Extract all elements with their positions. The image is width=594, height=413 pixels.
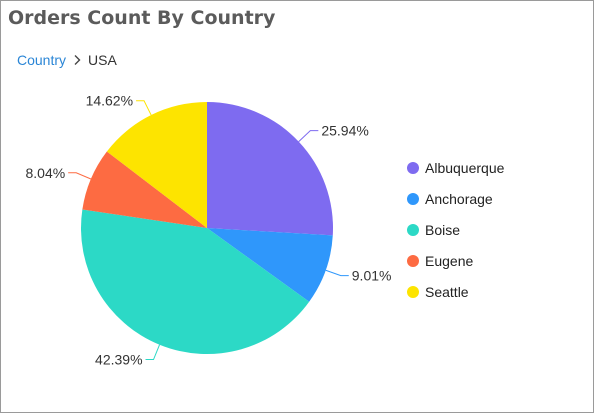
legend-item-seattle[interactable]: Seattle xyxy=(407,276,504,307)
legend-item-albuquerque[interactable]: Albuquerque xyxy=(407,152,504,183)
legend-marker-icon xyxy=(407,223,419,236)
data-label-connector-albuquerque xyxy=(298,130,319,142)
breadcrumb-root-link[interactable]: Country xyxy=(17,52,67,68)
legend-label: Albuquerque xyxy=(425,159,505,176)
chart-legend: Albuquerque Anchorage Boise Eugene Seattle xyxy=(407,152,504,307)
chevron-right-icon xyxy=(73,54,81,66)
data-label-anchorage: 9.01% xyxy=(352,268,392,284)
data-label-connector-boise xyxy=(145,344,161,361)
pie-slice-anchorage[interactable] xyxy=(207,228,333,302)
legend-item-anchorage[interactable]: Anchorage xyxy=(407,183,504,214)
legend-label: Seattle xyxy=(425,283,469,300)
data-label-connector-anchorage xyxy=(325,269,349,277)
data-label-connector-eugene xyxy=(68,172,92,180)
legend-marker-icon xyxy=(407,192,419,205)
legend-marker-icon xyxy=(407,285,419,298)
legend-item-boise[interactable]: Boise xyxy=(407,214,504,245)
data-label-seattle: 14.62% xyxy=(86,93,133,109)
data-label-eugene: 8.04% xyxy=(25,165,65,181)
legend-label: Eugene xyxy=(425,252,474,269)
legend-label: Anchorage xyxy=(425,190,493,207)
pie-slice-seattle[interactable] xyxy=(106,102,207,228)
data-label-boise: 42.39% xyxy=(95,352,142,368)
pie-slice-albuquerque[interactable] xyxy=(207,102,333,236)
breadcrumb: Country USA xyxy=(17,52,117,68)
pie-slice-boise[interactable] xyxy=(80,209,310,355)
legend-label: Boise xyxy=(425,221,461,238)
pie-slice-eugene[interactable] xyxy=(82,151,207,228)
chart-title: Orders Count By Country xyxy=(8,7,276,29)
legend-marker-icon xyxy=(407,161,419,174)
breadcrumb-current: USA xyxy=(88,52,117,68)
legend-item-eugene[interactable]: Eugene xyxy=(407,245,504,276)
data-label-connector-seattle xyxy=(136,100,152,116)
data-label-albuquerque: 25.94% xyxy=(321,123,368,139)
legend-marker-icon xyxy=(407,254,419,267)
